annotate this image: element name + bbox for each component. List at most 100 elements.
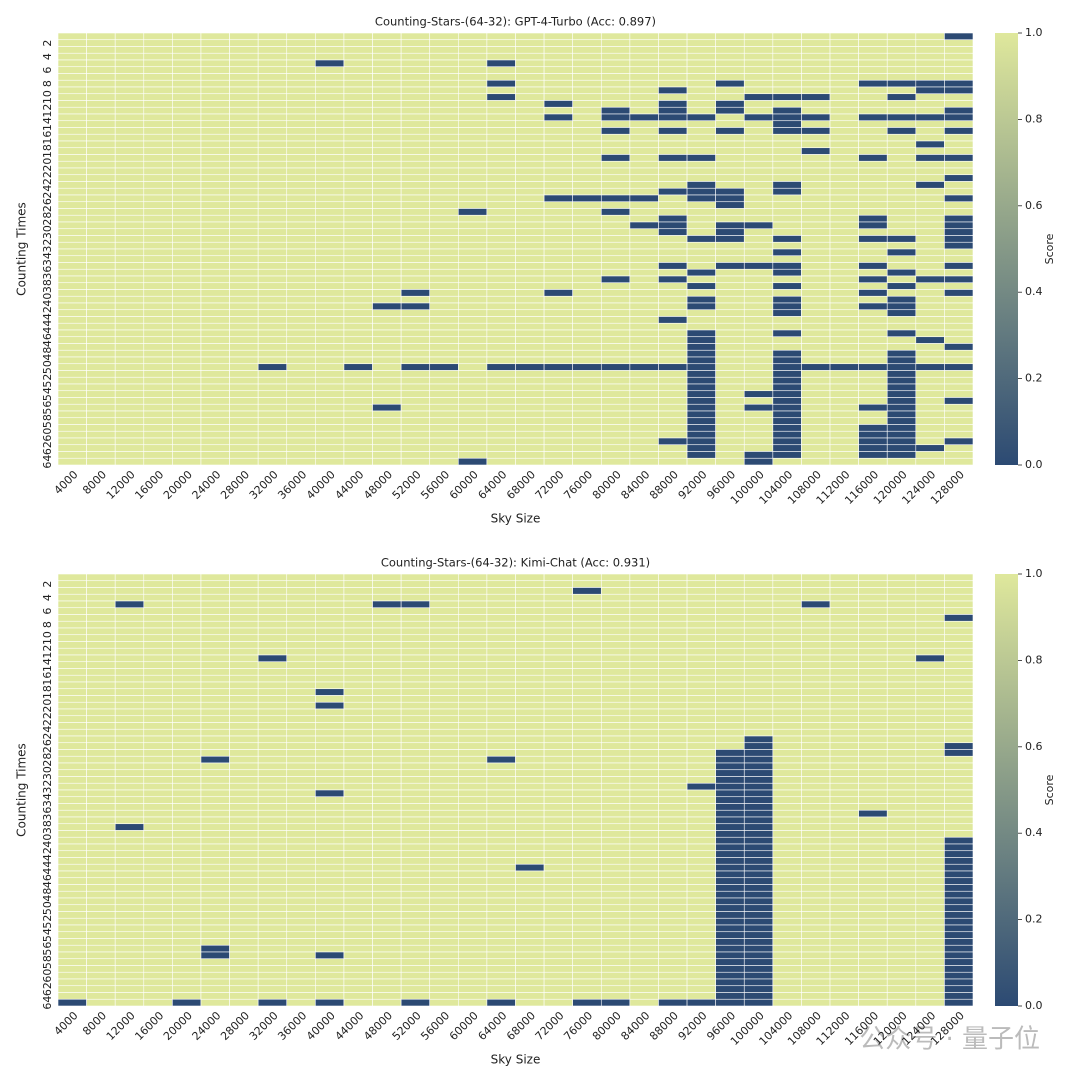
heatmap-cell	[743, 917, 774, 926]
heatmap-cell	[229, 343, 259, 351]
heatmap-cell	[315, 938, 345, 946]
heatmap-cell	[229, 235, 259, 243]
heatmap-cell	[915, 971, 945, 980]
heatmap-cell	[772, 52, 802, 61]
heatmap-cell	[114, 641, 145, 649]
heatmap-cell	[600, 268, 631, 277]
heatmap-cell	[143, 322, 173, 331]
heatmap-cell	[915, 167, 945, 176]
heatmap-cell	[572, 580, 602, 588]
heatmap-cell	[600, 424, 631, 432]
heatmap-cell	[743, 823, 774, 831]
heatmap-cell	[200, 803, 230, 811]
heatmap-cell	[343, 201, 373, 209]
heatmap-cell	[915, 214, 945, 223]
heatmap-cell	[886, 127, 917, 135]
heatmap-cell	[658, 403, 688, 412]
heatmap-cell	[944, 593, 974, 602]
heatmap-cell	[858, 208, 888, 216]
heatmap-cell	[286, 863, 316, 872]
heatmap-cell	[343, 654, 373, 663]
heatmap-cell	[915, 397, 945, 405]
heatmap-cell	[257, 816, 288, 825]
heatmap-cell	[772, 755, 802, 764]
heatmap-cell	[801, 863, 831, 872]
heatmap-cell	[143, 965, 173, 973]
heatmap-cell	[114, 776, 145, 784]
heatmap-cell	[801, 897, 831, 906]
heatmap-cell	[886, 356, 917, 365]
heatmap-cell	[86, 349, 116, 358]
heatmap-cell	[172, 329, 202, 338]
heatmap-cell	[658, 295, 688, 304]
heatmap-cell	[229, 100, 259, 108]
heatmap-cell	[829, 830, 859, 838]
heatmap-cell	[86, 316, 116, 324]
heatmap-cell	[343, 52, 373, 61]
heatmap-cell	[286, 836, 316, 845]
heatmap-cell	[801, 654, 831, 663]
heatmap-cell	[772, 789, 802, 798]
heatmap-cell	[400, 755, 431, 764]
heatmap-cell	[915, 843, 945, 852]
heatmap-cell	[772, 59, 802, 68]
heatmap-cell	[143, 992, 173, 1000]
heatmap-cell	[629, 403, 659, 412]
heatmap-cell	[57, 282, 87, 290]
heatmap-cell	[743, 424, 774, 432]
heatmap-cell	[257, 106, 288, 115]
heatmap-cell	[257, 762, 288, 771]
heatmap-cell	[572, 796, 602, 804]
heatmap-cell	[372, 410, 402, 419]
heatmap-cell	[686, 944, 716, 953]
heatmap-cell	[257, 39, 288, 47]
heatmap-cell	[772, 397, 802, 405]
heatmap-cell	[743, 735, 774, 744]
heatmap-cell	[372, 187, 402, 196]
heatmap-cell	[458, 241, 488, 250]
heatmap-cell	[57, 302, 87, 311]
heatmap-cell	[515, 120, 545, 128]
heatmap-cell	[286, 59, 316, 68]
heatmap-cell	[515, 174, 545, 182]
heatmap-cell	[743, 255, 774, 263]
heatmap-cell	[886, 370, 917, 378]
heatmap-cell	[143, 289, 173, 297]
heatmap-cell	[858, 911, 888, 919]
heatmap-cell	[915, 776, 945, 784]
heatmap-cell	[915, 390, 945, 398]
heatmap-cell	[429, 647, 459, 656]
heatmap-cell	[944, 403, 974, 412]
heatmap-cell	[801, 749, 831, 757]
heatmap-cell	[286, 32, 316, 41]
heatmap-cell	[286, 282, 316, 290]
heatmap-cell	[915, 607, 945, 615]
heatmap-cell	[686, 282, 716, 290]
heatmap-cell	[515, 998, 545, 1007]
heatmap-cell	[114, 403, 145, 412]
heatmap-cell	[743, 877, 774, 885]
heatmap-cell	[686, 241, 716, 250]
heatmap-cell	[458, 457, 488, 466]
heatmap-cell	[658, 904, 688, 912]
heatmap-cell	[343, 282, 373, 290]
heatmap-cell	[315, 140, 345, 149]
heatmap-cell	[829, 843, 859, 852]
heatmap-cell	[257, 444, 288, 452]
heatmap-cell	[686, 208, 716, 216]
heatmap-cell	[57, 100, 87, 108]
heatmap-cell	[572, 789, 602, 798]
heatmap-cell	[486, 938, 516, 946]
heatmap-cell	[114, 268, 145, 277]
heatmap-cell	[486, 73, 516, 81]
heatmap-cell	[915, 627, 945, 636]
heatmap-cell	[315, 397, 345, 405]
heatmap-cell	[57, 201, 87, 209]
heatmap-cell	[86, 836, 116, 845]
heatmap-cell	[772, 654, 802, 663]
heatmap-cell	[886, 46, 917, 54]
heatmap-cell	[515, 295, 545, 304]
heatmap-cell	[372, 580, 402, 588]
heatmap-cell	[829, 343, 859, 351]
heatmap-cell	[629, 593, 659, 602]
